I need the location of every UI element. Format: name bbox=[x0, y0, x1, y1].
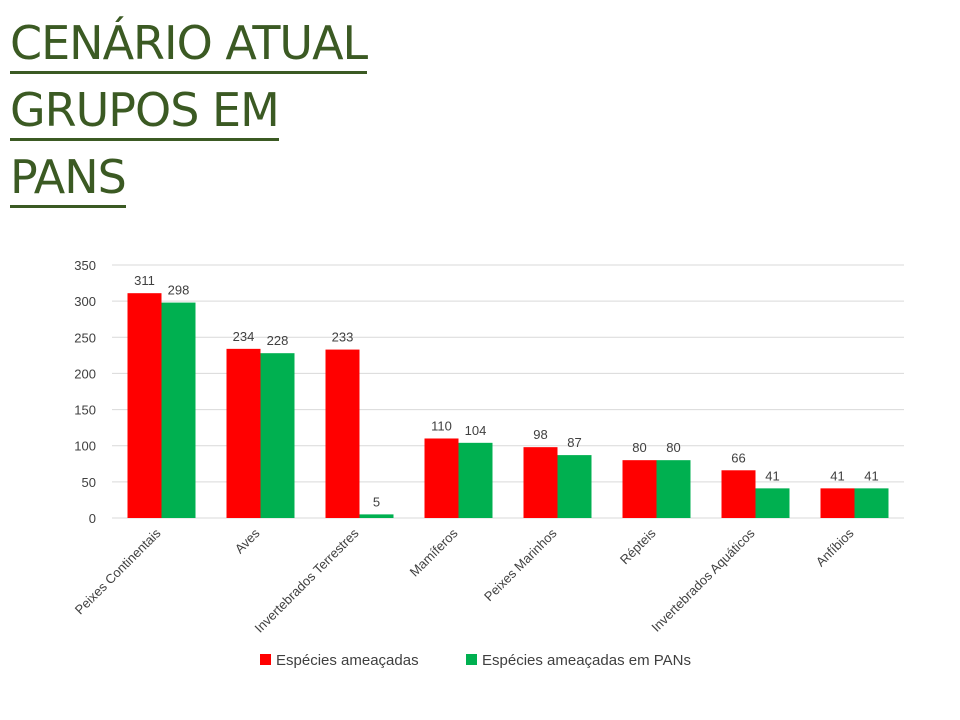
bar bbox=[359, 514, 394, 518]
data-label: 5 bbox=[373, 494, 380, 509]
y-tick-label: 200 bbox=[74, 366, 96, 381]
y-tick-label: 0 bbox=[89, 511, 96, 526]
data-label: 98 bbox=[533, 427, 547, 442]
legend-label: Espécies ameaçadas em PANs bbox=[482, 652, 691, 669]
y-tick-label: 250 bbox=[74, 330, 96, 345]
bar bbox=[820, 488, 855, 518]
data-label: 298 bbox=[168, 283, 190, 298]
bar bbox=[721, 470, 756, 518]
legend-swatch bbox=[260, 654, 271, 665]
data-label: 228 bbox=[267, 333, 289, 348]
x-tick-label: Anfíbios bbox=[813, 525, 857, 569]
y-tick-label: 300 bbox=[74, 294, 96, 309]
data-label: 41 bbox=[864, 468, 878, 483]
bar bbox=[622, 460, 657, 518]
x-tick-label: Peixes Marinhos bbox=[481, 525, 560, 604]
x-tick-label: Aves bbox=[232, 525, 263, 556]
title-line-2: GRUPOS EM bbox=[10, 83, 280, 141]
data-label: 66 bbox=[731, 450, 745, 465]
data-label: 41 bbox=[830, 468, 844, 483]
data-label: 41 bbox=[765, 468, 779, 483]
title-line-3: PANS bbox=[10, 150, 127, 208]
legend-swatch bbox=[466, 654, 477, 665]
x-tick-label: Invertebrados Terrestres bbox=[252, 525, 362, 635]
slide-title: CENÁRIO ATUAL GRUPOS EM PANS bbox=[10, 12, 368, 213]
data-label: 87 bbox=[567, 435, 581, 450]
data-label: 80 bbox=[666, 440, 680, 455]
bar bbox=[854, 488, 889, 518]
x-tick-label: Invertebrados Aquáticos bbox=[648, 525, 758, 635]
y-tick-label: 100 bbox=[74, 439, 96, 454]
bar bbox=[127, 293, 162, 518]
bar bbox=[755, 488, 790, 518]
y-tick-label: 150 bbox=[74, 403, 96, 418]
bar bbox=[656, 460, 691, 518]
y-tick-label: 350 bbox=[74, 258, 96, 273]
bar bbox=[557, 455, 592, 518]
bar bbox=[226, 348, 261, 518]
x-tick-label: Répteis bbox=[617, 525, 659, 567]
legend-label: Espécies ameaçadas bbox=[276, 652, 419, 669]
data-label: 104 bbox=[465, 423, 487, 438]
data-label: 233 bbox=[332, 330, 354, 345]
bar bbox=[458, 442, 493, 518]
data-label: 80 bbox=[632, 440, 646, 455]
data-label: 311 bbox=[134, 273, 155, 288]
x-tick-label: Peixes Continentais bbox=[72, 525, 164, 617]
data-label: 234 bbox=[233, 329, 255, 344]
bar bbox=[424, 438, 459, 518]
bar bbox=[161, 302, 196, 518]
bar bbox=[325, 349, 360, 518]
title-line-1: CENÁRIO ATUAL bbox=[10, 16, 368, 74]
data-label: 110 bbox=[431, 418, 452, 433]
x-tick-label: Mamíferos bbox=[407, 525, 461, 579]
bar bbox=[260, 353, 295, 518]
y-tick-label: 50 bbox=[82, 475, 96, 490]
bar bbox=[523, 447, 558, 518]
